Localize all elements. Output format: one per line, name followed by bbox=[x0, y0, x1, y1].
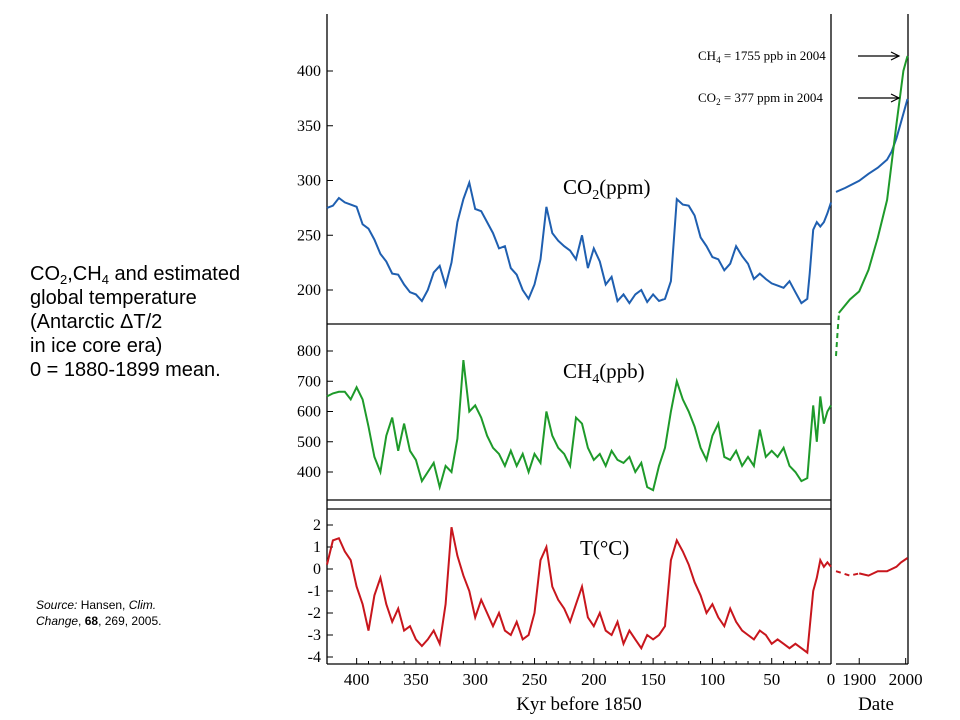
x-tick-label: 0 bbox=[827, 670, 836, 689]
y-tick-label: -1 bbox=[308, 583, 321, 600]
x-tick-label: 150 bbox=[640, 670, 666, 689]
y-tick-label: 2 bbox=[313, 517, 321, 534]
caption-ch4-subscript: 4 bbox=[101, 272, 109, 287]
y-tick-label: 350 bbox=[297, 118, 321, 135]
co2-modern-line bbox=[835, 98, 909, 193]
source-sep: , bbox=[78, 614, 85, 628]
y-tick-label: 250 bbox=[297, 227, 321, 244]
panel-temp: 2 1 0 -1 -2 -3 -4 T(°C) bbox=[308, 517, 909, 666]
source-journal-1: Clim. bbox=[128, 598, 157, 612]
source-label: Source: bbox=[36, 598, 78, 612]
source-line-2: Change, 68, 269, 2005. bbox=[36, 613, 236, 629]
source-volume: 68 bbox=[84, 614, 99, 628]
y-tick-label: -2 bbox=[308, 605, 321, 622]
y-tick-label: 800 bbox=[297, 343, 321, 360]
ch4-panel-title: CH4(ppb) bbox=[563, 359, 645, 387]
chart-caption: CO2,CH4 and estimated global temperature… bbox=[30, 262, 295, 382]
source-citation: Source: Hansen, Clim. Change, 68, 269, 2… bbox=[36, 597, 236, 629]
temp-ice-core-line bbox=[326, 526, 832, 655]
y-tick-label: 400 bbox=[297, 464, 321, 481]
date-tick-label: 1900 bbox=[842, 670, 876, 689]
caption-line-1: CO2,CH4 and estimated bbox=[30, 262, 295, 286]
y-tick-label: 0 bbox=[313, 561, 321, 578]
x-tick-label: 300 bbox=[462, 670, 488, 689]
y-tick-label: 400 bbox=[297, 63, 321, 80]
temp-modern-line bbox=[858, 557, 909, 577]
x-axis-label-kyr: Kyr before 1850 bbox=[516, 694, 642, 715]
temp-panel-title: T(°C) bbox=[580, 536, 629, 560]
ch4-modern-dashed-line bbox=[835, 315, 840, 357]
x-tick-label: 250 bbox=[522, 670, 548, 689]
y-tick-label: 300 bbox=[297, 173, 321, 190]
temp-modern-dashed-line bbox=[835, 570, 860, 577]
y-tick-label: -4 bbox=[308, 649, 321, 666]
x-tick-label: 100 bbox=[700, 670, 726, 689]
caption-co2-subscript: 2 bbox=[60, 272, 68, 287]
caption-line-2: global temperature bbox=[30, 287, 197, 309]
co2-2004-annotation: CO2 = 377 ppm in 2004 bbox=[698, 90, 823, 107]
x-tick-label: 50 bbox=[763, 670, 780, 689]
x-tick-label: 350 bbox=[403, 670, 429, 689]
source-line-1: Source: Hansen, Clim. bbox=[36, 597, 236, 613]
source-author: Hansen, bbox=[77, 598, 129, 612]
date-tick-label: 2000 bbox=[889, 670, 923, 689]
x-tick-label: 200 bbox=[581, 670, 607, 689]
y-tick-label: 500 bbox=[297, 434, 321, 451]
source-journal-2: Change bbox=[36, 614, 79, 628]
y-tick-label: -3 bbox=[308, 627, 321, 644]
ch4-modern-line bbox=[838, 55, 909, 314]
ch4-2004-annotation: CH4 = 1755 ppb in 2004 bbox=[698, 48, 826, 65]
y-tick-label: 200 bbox=[297, 282, 321, 299]
caption-ch4-text: ,CH bbox=[67, 263, 102, 285]
caption-line-4: in ice core era) bbox=[30, 335, 163, 357]
caption-co2-text: CO bbox=[30, 263, 60, 285]
source-rest: , 269, 2005. bbox=[98, 614, 162, 628]
x-axis-label-date: Date bbox=[858, 694, 894, 715]
caption-line-5: 0 = 1880-1899 mean. bbox=[30, 359, 221, 381]
y-tick-label: 700 bbox=[297, 373, 321, 390]
ch4-ice-core-line bbox=[326, 359, 832, 492]
co2-panel-title: CO2(ppm) bbox=[563, 175, 651, 203]
y-tick-label: 600 bbox=[297, 404, 321, 421]
co2-ice-core-line bbox=[326, 179, 832, 305]
caption-line-3: (Antarctic ΔT/2 bbox=[30, 311, 163, 333]
panel-co2: 400 350 300 250 200 CO2(ppm) bbox=[297, 63, 909, 305]
panel-ch4: 800 700 600 500 400 CH4(ppb) bbox=[297, 55, 909, 492]
x-tick-label: 400 bbox=[344, 670, 370, 689]
y-tick-label: 1 bbox=[313, 539, 321, 556]
ch4-2004-annotation-arrow-head bbox=[890, 51, 901, 61]
caption-estimated-text: and estimated bbox=[108, 263, 241, 285]
co2-2004-annotation-arrow-head bbox=[890, 93, 901, 103]
